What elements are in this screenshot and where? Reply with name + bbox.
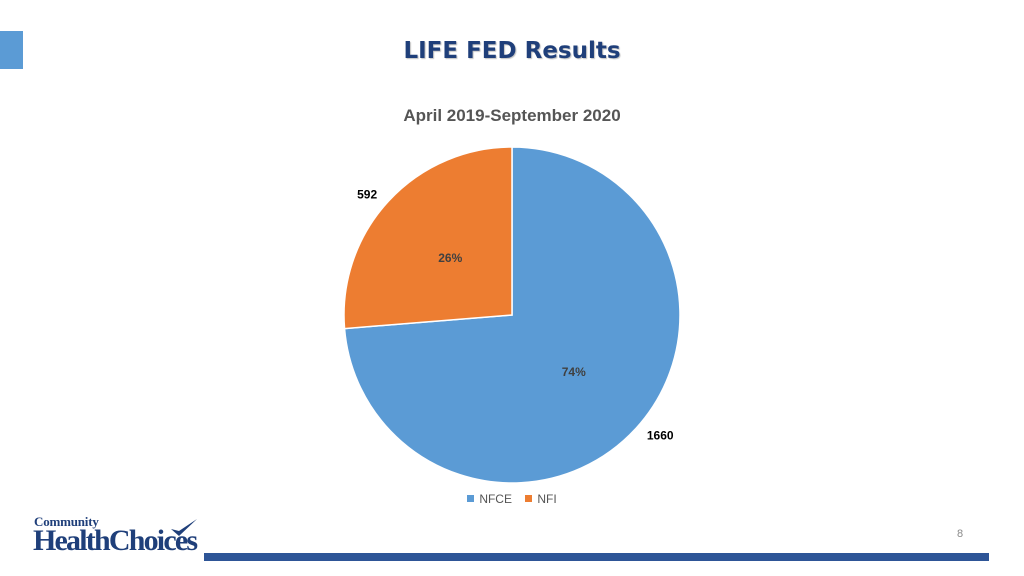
- value-label-nfce: 1660: [647, 429, 674, 443]
- legend-swatch-nfi: [525, 495, 533, 502]
- logo-top-text: Community: [34, 514, 99, 529]
- value-label-nfi: 592: [357, 187, 377, 201]
- percent-label-nfi: 26%: [438, 251, 462, 265]
- slide-title: LIFE FED Results: [403, 38, 621, 64]
- legend-label-nfce: NFCE: [479, 491, 512, 506]
- chart-legend: NFCE NFI: [0, 491, 1024, 506]
- title-accent-square: [0, 31, 23, 69]
- legend-swatch-nfce: [467, 495, 475, 502]
- checkmark-icon: [171, 519, 197, 536]
- chart-title: April 2019-September 2020: [403, 106, 621, 125]
- percent-label-nfce: 74%: [562, 365, 586, 379]
- legend-item-nfce: NFCE: [467, 492, 512, 506]
- pie-slice-nfi: [343, 146, 513, 330]
- legend-item-nfi: NFI: [525, 491, 557, 506]
- footer-bar: [204, 553, 989, 561]
- community-healthchoices-logo: Community HealthChoices: [33, 514, 198, 558]
- logo-main-text: HealthChoices: [33, 524, 198, 557]
- legend-label-nfi: NFI: [537, 491, 557, 506]
- page-number: 8: [956, 528, 964, 540]
